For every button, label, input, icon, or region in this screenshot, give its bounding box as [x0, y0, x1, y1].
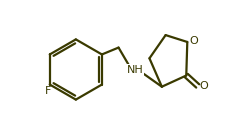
Text: NH: NH: [127, 65, 144, 75]
Text: F: F: [45, 86, 52, 96]
Text: O: O: [189, 36, 198, 46]
Text: O: O: [199, 81, 208, 91]
